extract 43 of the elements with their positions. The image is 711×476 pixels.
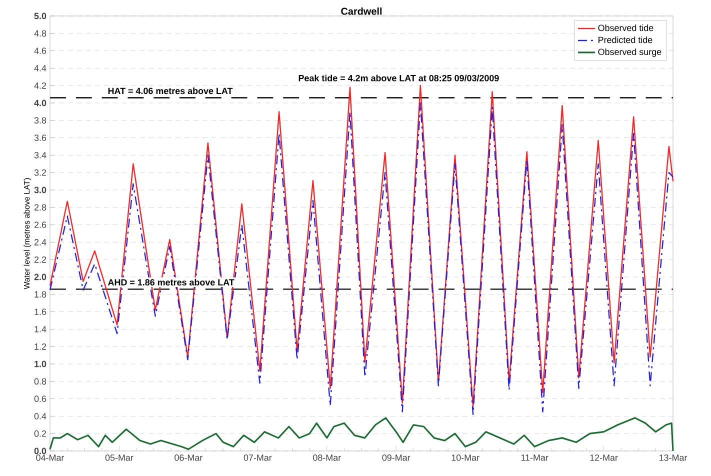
x-tick-label: 07-Mar bbox=[244, 454, 272, 461]
y-tick-label: 3.8 bbox=[34, 117, 46, 124]
y-tick-label: 0.6 bbox=[34, 396, 46, 402]
y-tick-label: 2.2 bbox=[34, 256, 46, 263]
y-tick-label: 0.2 bbox=[34, 430, 46, 437]
x-tick-label: 13-Mar bbox=[659, 454, 688, 461]
y-tick-label: 1.4 bbox=[34, 326, 46, 332]
y-tick-label: 2.0 bbox=[34, 274, 46, 280]
annotation: Peak tide = 4.2m above LAT at 08:25 09/03/2009 bbox=[298, 74, 499, 82]
y-tick-label: 2.6 bbox=[34, 222, 46, 228]
x-tick-label: 04-Mar bbox=[36, 454, 64, 461]
y-tick-label: 0.0 bbox=[34, 448, 46, 454]
x-tick-label: 11-Mar bbox=[521, 454, 548, 461]
y-tick-label: 5.0 bbox=[34, 12, 46, 20]
x-tick-label: 09-Mar bbox=[382, 454, 410, 461]
legend-label: Observed tide bbox=[598, 24, 654, 32]
y-tick-label: 2.4 bbox=[34, 239, 46, 246]
y-tick-label: 2.8 bbox=[34, 204, 46, 211]
y-tick-label: 0.4 bbox=[34, 413, 46, 420]
y-tick-label: 3.4 bbox=[34, 152, 46, 158]
y-tick-label: 0.8 bbox=[34, 378, 46, 385]
y-tick-label: 4.8 bbox=[34, 30, 46, 37]
y-tick-label: 1.8 bbox=[34, 291, 46, 298]
x-tick-label: 08-Mar bbox=[313, 454, 341, 461]
y-tick-label: 4.2 bbox=[34, 82, 46, 89]
x-tick-label: 12-Mar bbox=[590, 454, 618, 461]
y-tick-label: 4.0 bbox=[34, 100, 46, 106]
y-tick-label: 4.6 bbox=[34, 48, 46, 54]
y-tick-label: 1.0 bbox=[34, 360, 46, 368]
y-tick-label: 1.6 bbox=[34, 308, 46, 315]
x-tick-label: 10-Mar bbox=[452, 454, 480, 461]
y-tick-label: 3.2 bbox=[34, 169, 46, 176]
y-tick-label: 3.0 bbox=[34, 186, 46, 194]
ref-line-label: HAT = 4.06 metres above LAT bbox=[108, 87, 233, 94]
y-tick-label: 1.2 bbox=[34, 343, 46, 350]
legend-label: Observed surge bbox=[598, 48, 662, 57]
ref-line-label: AHD = 1.86 metres above LAT bbox=[108, 278, 234, 286]
y-tick-label: 3.6 bbox=[34, 134, 46, 141]
chart-title: Cardwell bbox=[341, 7, 382, 15]
x-tick-label: 06-Mar bbox=[174, 454, 203, 461]
y-tick-label: 4.4 bbox=[34, 65, 46, 72]
legend-label: Predicted tide bbox=[598, 36, 652, 44]
x-tick-label: 05-Mar bbox=[105, 454, 134, 461]
